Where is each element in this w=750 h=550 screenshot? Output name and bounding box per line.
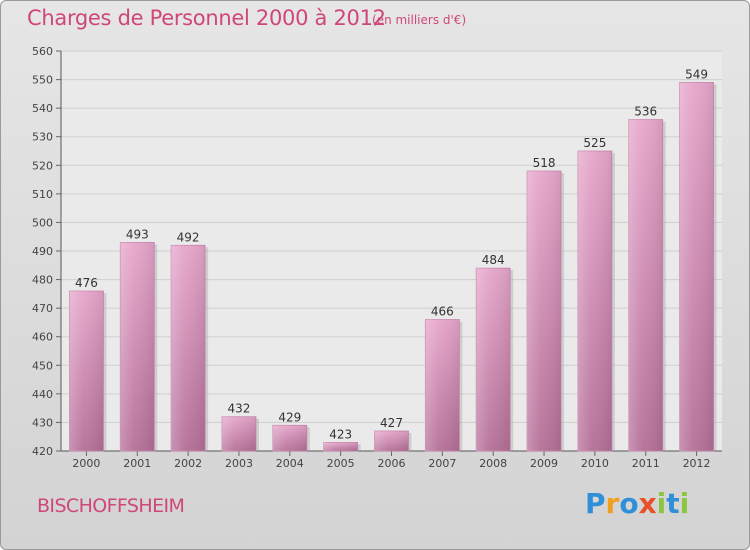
x-tick-label: 2002 [174,457,202,470]
y-tick-label: 490 [32,245,53,258]
bar-highlight [577,151,612,451]
logo-letter: i [679,487,690,520]
data-label: 549 [685,67,708,81]
labels: 420 430 440 450 460 470 480 490 500 510 520 530 540 5… [32,45,711,470]
bar-highlight [374,431,409,451]
x-tick-label: 2000 [72,457,100,470]
y-tick-label: 520 [32,159,53,172]
data-label: 493 [126,227,149,241]
data-label: 525 [583,136,606,150]
y-tick-label: 510 [32,188,53,201]
y-tick-label: 440 [32,388,53,401]
x-tick-label: 2001 [123,457,151,470]
bar-highlight [527,171,562,451]
data-label: 476 [75,276,98,290]
bar-highlight [425,319,460,451]
y-tick-label: 530 [32,131,53,144]
commune-name: BISCHOFFSHEIM [37,495,185,517]
logo-letter: i [656,487,667,520]
data-label: 427 [380,416,403,430]
x-tick-label: 2010 [581,457,609,470]
x-tick-label: 2009 [530,457,558,470]
data-label: 429 [278,410,301,424]
logo-letter: P [585,487,606,520]
x-tick-label: 2006 [378,457,406,470]
y-tick-label: 480 [32,274,53,287]
x-tick-label: 2005 [327,457,355,470]
y-tick-label: 540 [32,102,53,115]
y-tick-label: 430 [32,416,53,429]
data-label: 492 [177,230,200,244]
x-tick-label: 2007 [428,457,456,470]
y-tick-label: 460 [32,331,53,344]
chart-title: Charges de Personnel 2000 à 2012 [27,6,386,30]
proxiti-logo: Proxiti [585,487,689,520]
y-tick-label: 560 [32,45,53,58]
x-tick-label: 2012 [683,457,711,470]
bar-highlight [476,268,511,451]
bar-highlight [221,416,256,451]
data-label: 536 [634,105,657,119]
data-label: 466 [431,305,454,319]
data-label: 423 [329,427,352,441]
chart-subtitle: (en milliers d'€) [372,13,467,27]
x-tick-label: 2011 [632,457,660,470]
bar-highlight [120,242,155,451]
logo-letter: o [619,487,639,520]
bar-highlight [679,82,714,451]
y-tick-label: 450 [32,359,53,372]
x-tick-label: 2003 [225,457,253,470]
bar-highlight [272,425,307,451]
data-label: 484 [482,253,505,267]
bar-highlight [171,245,206,451]
bar-highlight [323,442,358,451]
y-tick-label: 500 [32,216,53,229]
data-label: 518 [533,156,556,170]
data-label: 432 [228,402,251,416]
logo-letter: x [638,487,657,520]
y-tick-label: 420 [32,445,53,458]
x-tick-label: 2004 [276,457,304,470]
logo-letter: r [605,487,620,520]
grid-lines [61,50,722,452]
bar-highlight [69,291,104,451]
x-tick-label: 2008 [479,457,507,470]
logo-letter: t [666,487,680,520]
bars [69,82,717,452]
y-tick-label: 550 [32,74,53,87]
bar-highlight [628,119,663,452]
y-tick-label: 470 [32,302,53,315]
